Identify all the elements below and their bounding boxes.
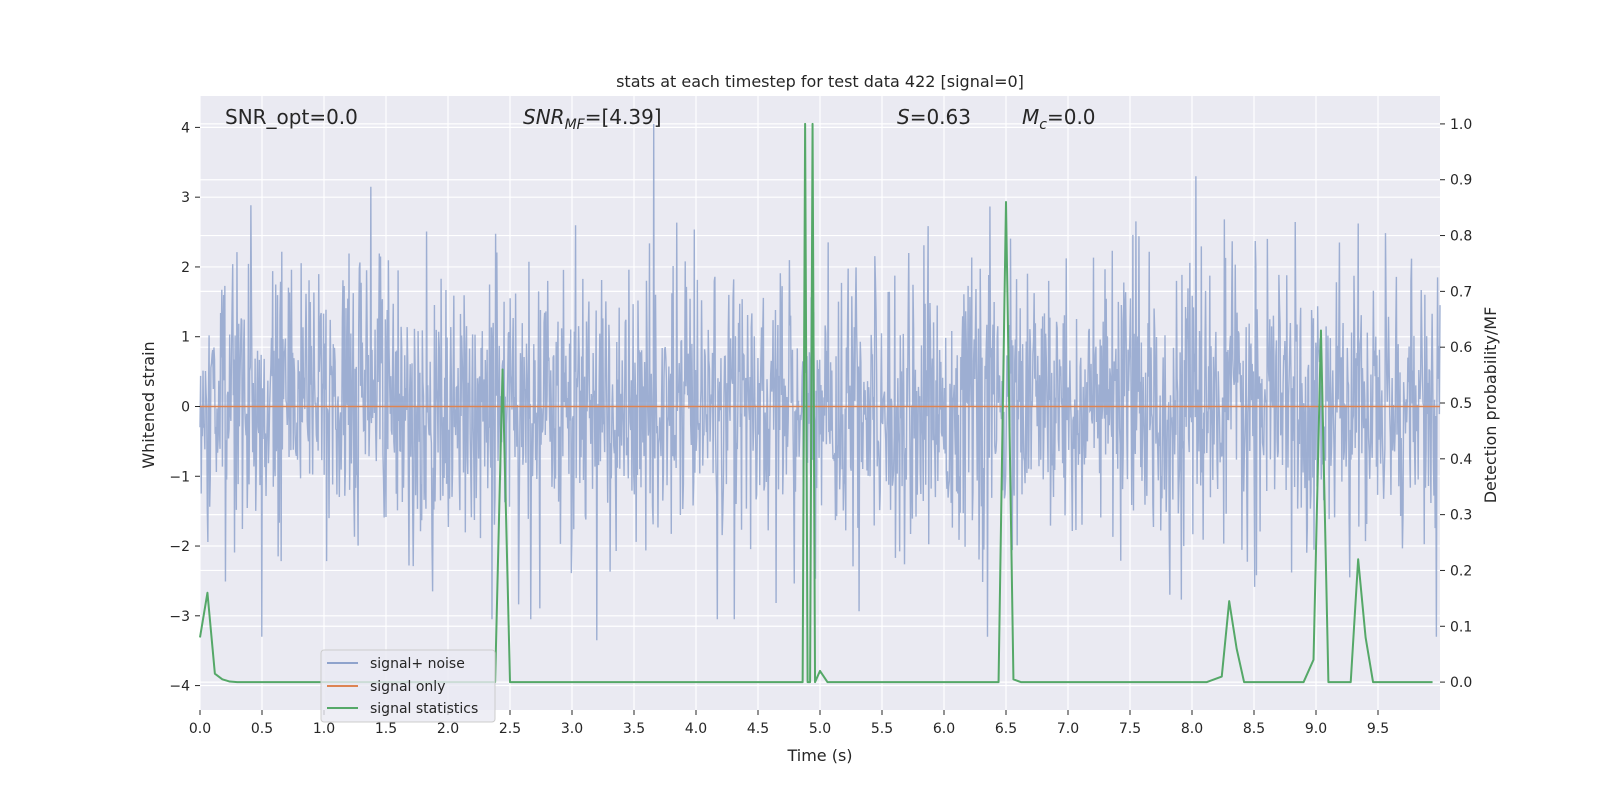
legend-box [320,649,496,723]
x-tick-label: 1.5 [375,721,397,737]
x-tick-label: 8.0 [1181,721,1203,737]
x-tick-label: 5.0 [809,721,831,737]
x-tick-label: 7.5 [1119,721,1141,737]
legend: signal+ noise signal only signal statist… [320,649,496,723]
y-right-tick-label: 1.0 [1450,117,1472,133]
annotation-snr-mf: SNRMF=[4.39] [523,105,662,133]
x-axis-ticks: 0.0 0.5 1.0 1.5 2.0 2.5 3.0 3.5 4.0 4.5 5.0 5.5 6.0 6… [189,710,1389,737]
x-tick-label: 3.5 [623,721,645,737]
annotation-snr-mf-main: SNR [523,105,565,129]
legend-label-signal-only: signal only [370,679,445,695]
x-tick-label: 6.5 [995,721,1017,737]
y-tick-label: 4 [181,120,190,136]
x-tick-label: 2.5 [499,721,521,737]
x-tick-label: 2.0 [437,721,459,737]
y-right-tick-label: 0.4 [1450,452,1472,468]
y-axis-ticks: −4 −3 −2 −1 0 1 2 3 4 [169,120,200,695]
x-tick-label: 7.0 [1057,721,1079,737]
y-right-tick-label: 0.7 [1450,284,1472,300]
x-tick-label: 9.5 [1367,721,1389,737]
signal-plus-noise-series [199,123,1441,641]
y-tick-label: −1 [169,469,190,485]
y-tick-label: 1 [181,330,190,346]
y-right-tick-label: 0.5 [1450,396,1472,412]
y-right-tick-label: 0.3 [1450,508,1472,524]
annotation-snr-mf-value: =[4.39] [585,105,662,129]
annotation-s-main: S [897,105,910,129]
y-right-tick-label: 0.1 [1450,619,1472,635]
y-tick-label: 3 [181,190,190,206]
y-axis-label: Whitened strain [139,341,158,468]
y-right-tick-label: 0.6 [1450,340,1472,356]
x-tick-label: 1.0 [313,721,335,737]
y-right-tick-label: 0.9 [1450,173,1472,189]
y-tick-label: −4 [169,679,190,695]
y-right-tick-label: 0.2 [1450,563,1472,579]
x-tick-label: 0.0 [189,721,211,737]
y-right-axis-label: Detection probability/MF [1481,307,1500,504]
y-tick-label: 0 [181,399,190,415]
annotation-snr-opt: SNR_opt=0.0 [225,105,358,129]
x-tick-label: 3.0 [561,721,583,737]
y-tick-label: −2 [169,539,190,555]
x-tick-label: 4.5 [747,721,769,737]
y-right-tick-label: 0.8 [1450,229,1472,245]
x-tick-label: 8.5 [1243,721,1265,737]
annotation-mc: Mc=0.0 [1022,105,1096,133]
x-tick-label: 0.5 [251,721,273,737]
annotation-s: S=0.63 [897,105,971,129]
legend-label-signal-statistics: signal statistics [370,701,478,717]
annotation-snr-mf-sub: MF [565,117,586,133]
y-right-tick-label: 0.0 [1450,675,1472,691]
signal-plus-noise-line [199,123,1441,641]
annotation-mc-main: M [1022,105,1039,129]
legend-label-signal-plus-noise: signal+ noise [370,656,465,672]
x-axis-label: Time (s) [786,746,852,765]
annotation-s-value: =0.63 [910,105,971,129]
y-tick-label: −3 [169,609,190,625]
y-right-axis-ticks: 0.0 0.1 0.2 0.3 0.4 0.5 0.6 0.7 0.8 0.9 1.0 [1440,117,1472,691]
chart-title: stats at each timestep for test data 422… [616,72,1024,91]
x-tick-label: 6.0 [933,721,955,737]
x-tick-label: 9.0 [1305,721,1327,737]
x-tick-label: 5.5 [871,721,893,737]
annotation-mc-value: =0.0 [1047,105,1096,129]
x-tick-label: 4.0 [685,721,707,737]
y-tick-label: 2 [181,260,190,276]
annotation-mc-sub: c [1039,117,1047,133]
